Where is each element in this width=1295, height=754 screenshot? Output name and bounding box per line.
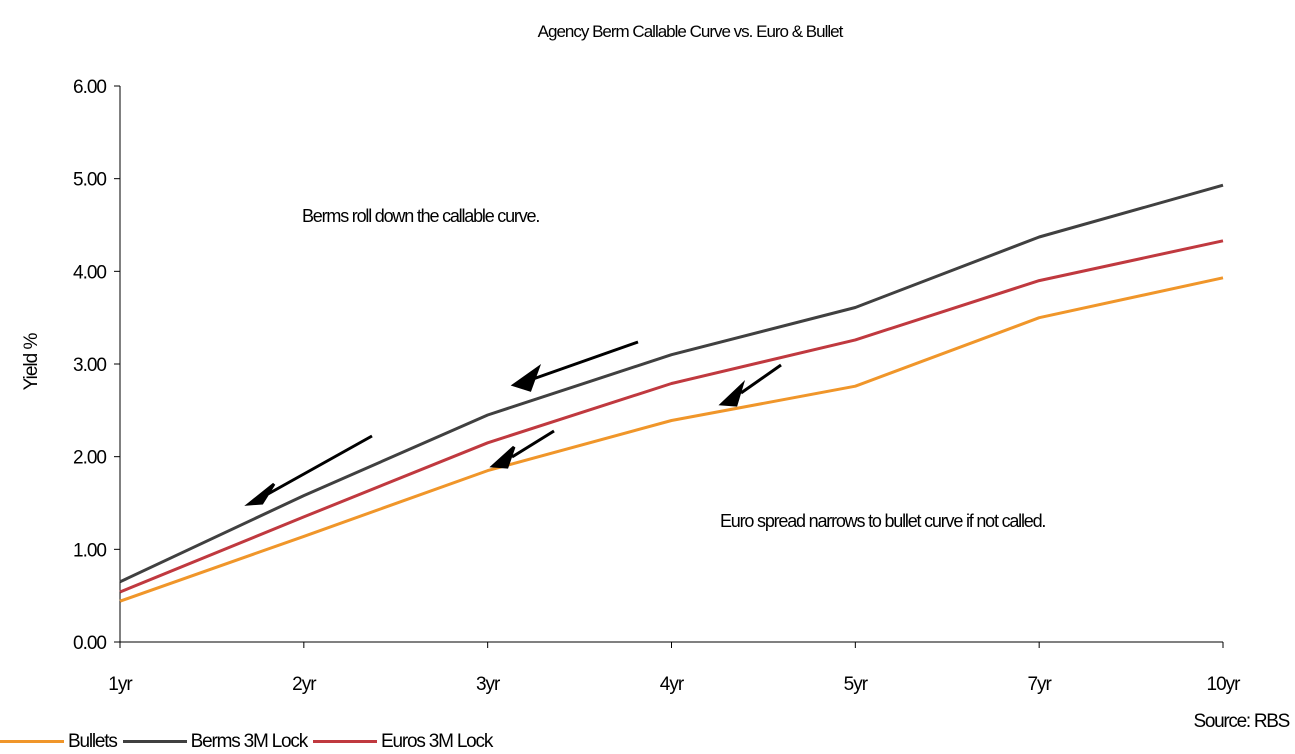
arrow-1-icon: [244, 434, 373, 506]
annotation-berms: Berms roll down the callable curve.: [302, 206, 539, 226]
legend-swatch-berms: [122, 740, 187, 743]
legend-swatch-euros: [313, 740, 378, 743]
y-tick-label: 5.00: [73, 170, 106, 191]
x-tick-label: 7yr: [1027, 674, 1052, 695]
series-line-bullets: [119, 276, 1224, 603]
y-tick-label: 3.00: [73, 355, 106, 376]
y-tick-label: 2.00: [73, 448, 106, 469]
x-tick-label: 1yr: [108, 674, 133, 695]
legend-item-euros: Euros 3M Lock: [313, 730, 493, 753]
y-tick-label: 6.00: [73, 77, 106, 98]
x-tick-label: 10yr: [1207, 674, 1242, 695]
y-tick-label: 4.00: [73, 262, 106, 283]
x-tick-label: 2yr: [292, 674, 317, 695]
series-layer: [119, 183, 1224, 603]
x-tick-label: 5yr: [844, 674, 869, 695]
legend-item-bullets: Bullets: [0, 730, 118, 753]
y-tick-label: 0.00: [73, 633, 106, 654]
legend-label-euros: Euros 3M Lock: [381, 730, 493, 752]
legend-label-bullets: Bullets: [68, 730, 118, 752]
y-tick-label: 1.00: [73, 540, 106, 561]
source-note: Source: RBS: [1193, 711, 1290, 732]
chart-title: Agency Berm Callable Curve vs. Euro & Bu…: [538, 22, 844, 41]
legend-label-berms: Berms 3M Lock: [190, 730, 309, 752]
legend-swatch-bullets: [0, 740, 64, 743]
y-axis-label: Yield %: [21, 333, 42, 391]
series-line-euros-3m-lock: [119, 239, 1224, 594]
arrow-3-icon: [489, 429, 555, 469]
axes: 0.00 1.00 2.00 3.00 4.00 5.00 6.00 1yr 2yr 3yr 4yr…: [73, 77, 1242, 695]
x-tick-label: 4yr: [660, 674, 685, 695]
annotation-euro: Euro spread narrows to bullet curve if n…: [720, 511, 1045, 531]
arrow-4-icon: [718, 363, 782, 407]
legend: Bullets Berms 3M Lock Euros 3M Lock: [0, 729, 498, 754]
series-line-berms-3m-lock: [119, 183, 1224, 584]
legend-item-berms: Berms 3M Lock: [122, 730, 309, 753]
arrow-2-icon: [510, 340, 639, 392]
x-tick-label: 3yr: [476, 674, 501, 695]
arrows: [244, 340, 782, 506]
